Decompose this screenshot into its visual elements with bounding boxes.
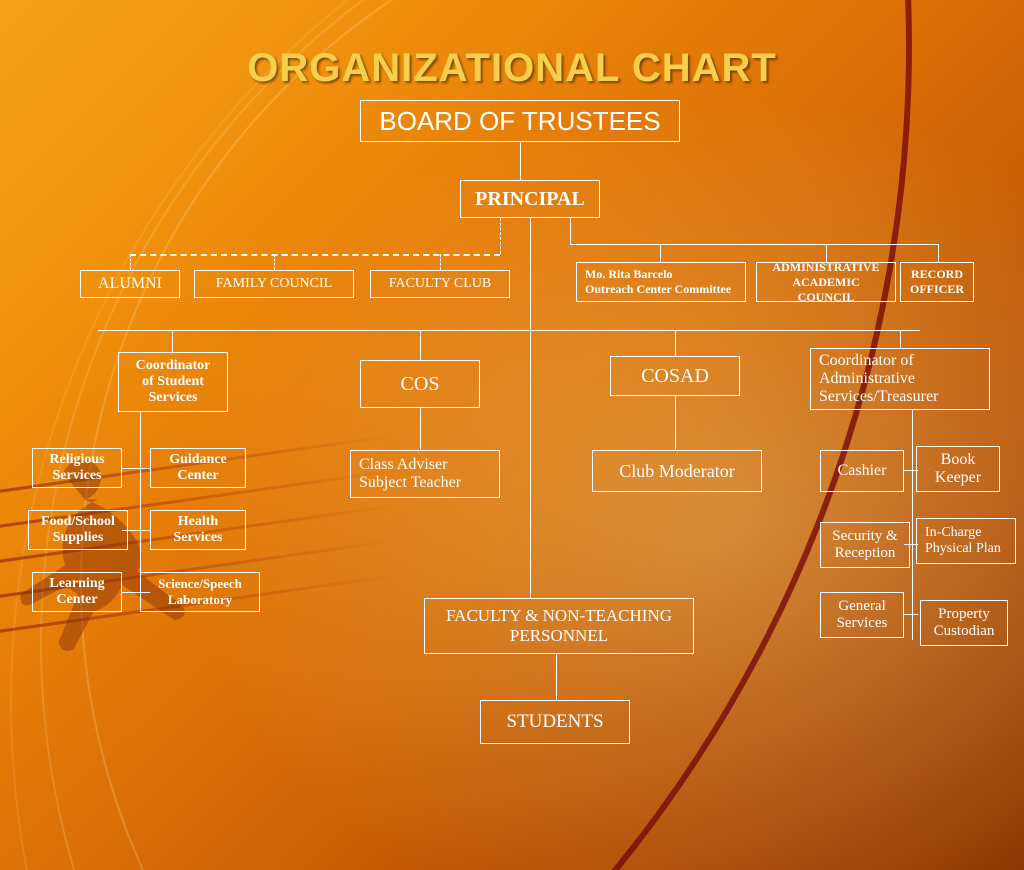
node-family-council: FAMILY COUNCIL (194, 270, 354, 298)
connector-dashed (440, 254, 441, 270)
chart-title: ORGANIZATIONAL CHART (0, 46, 1024, 91)
node-principal: PRINCIPAL (460, 180, 600, 218)
node-religious-services: Religious Services (32, 448, 122, 488)
node-admin-academic-council: ADMINISTRATIVE ACADEMIC COUNCIL (756, 262, 896, 302)
node-coord-student-services: Coordinator of Student Services (118, 352, 228, 412)
node-record-officer: RECORD OFFICER (900, 262, 974, 302)
connector (675, 396, 676, 450)
node-label: Book Keeper (925, 451, 991, 487)
node-label: Security & Reception (829, 528, 901, 562)
connector (675, 330, 676, 356)
node-label: Cashier (829, 462, 895, 480)
node-learning-center: Learning Center (32, 572, 122, 612)
connector (420, 408, 421, 450)
node-label: Mo. Rita Barcelo Outreach Center Committ… (585, 267, 737, 297)
node-label: BOARD OF TRUSTEES (369, 106, 671, 137)
node-label: Club Moderator (601, 461, 753, 482)
node-label: Coordinator of Student Services (127, 358, 219, 406)
connector (904, 614, 918, 615)
node-label: Health Services (159, 514, 237, 546)
connector (520, 142, 521, 180)
node-label: Guidance Center (159, 452, 237, 484)
node-label: FAMILY COUNCIL (203, 276, 345, 292)
org-chart-stage: ORGANIZATIONAL CHART BOARD OF TRUSTEES (0, 0, 1024, 870)
node-board-of-trustees: BOARD OF TRUSTEES (360, 100, 680, 142)
connector (122, 468, 150, 469)
connector (570, 244, 938, 245)
node-cashier: Cashier (820, 450, 904, 492)
node-label: In-Charge Physical Plan (925, 525, 1007, 557)
node-label: Coordinator of Administrative Services/T… (819, 352, 981, 406)
node-label: COS (369, 373, 471, 396)
node-property-custodian: Property Custodian (920, 600, 1008, 646)
node-label: PRINCIPAL (469, 188, 591, 211)
node-class-adviser: Class Adviser Subject Teacher (350, 450, 500, 498)
connector (900, 330, 901, 348)
connector-dashed (500, 218, 501, 254)
node-label: COSAD (619, 365, 731, 388)
node-outreach-committee: Mo. Rita Barcelo Outreach Center Committ… (576, 262, 746, 302)
connector-dashed (130, 254, 500, 256)
node-food-school-supplies: Food/School Supplies (28, 510, 128, 550)
connector (938, 244, 939, 262)
node-alumni: ALUMNI (80, 270, 180, 298)
node-label: RECORD OFFICER (909, 267, 965, 297)
connector (172, 330, 173, 352)
node-students: STUDENTS (480, 700, 630, 744)
node-general-services: General Services (820, 592, 904, 638)
connector (420, 330, 421, 360)
node-science-speech-lab: Science/Speech Laboratory (140, 572, 260, 612)
connector-dashed (130, 254, 131, 270)
node-faculty-nonteaching: FACULTY & NON-TEACHING PERSONNEL (424, 598, 694, 654)
connector-dashed (274, 254, 275, 270)
node-security-reception: Security & Reception (820, 522, 910, 568)
node-label: FACULTY & NON-TEACHING PERSONNEL (433, 606, 685, 646)
node-health-services: Health Services (150, 510, 246, 550)
connector (98, 330, 920, 331)
node-club-moderator: Club Moderator (592, 450, 762, 492)
connector (570, 218, 571, 244)
node-label: Science/Speech Laboratory (149, 576, 251, 608)
node-cos: COS (360, 360, 480, 408)
connector (660, 244, 661, 262)
connector (556, 654, 557, 700)
node-coord-admin-services: Coordinator of Administrative Services/T… (810, 348, 990, 410)
node-label: Learning Center (41, 576, 113, 608)
node-label: FACULTY CLUB (379, 276, 501, 292)
node-label: ALUMNI (89, 275, 171, 293)
node-label: STUDENTS (489, 711, 621, 733)
node-label: Food/School Supplies (37, 514, 119, 546)
node-faculty-club: FACULTY CLUB (370, 270, 510, 298)
connector (912, 410, 913, 640)
node-incharge-physical-plan: In-Charge Physical Plan (916, 518, 1016, 564)
node-guidance-center: Guidance Center (150, 448, 246, 488)
node-cosad: COSAD (610, 356, 740, 396)
node-label: Class Adviser Subject Teacher (359, 456, 491, 492)
node-label: Religious Services (41, 452, 113, 484)
node-label: ADMINISTRATIVE ACADEMIC COUNCIL (765, 260, 887, 305)
node-book-keeper: Book Keeper (916, 446, 1000, 492)
connector (530, 218, 531, 598)
node-label: Property Custodian (929, 606, 999, 640)
node-label: General Services (829, 598, 895, 632)
